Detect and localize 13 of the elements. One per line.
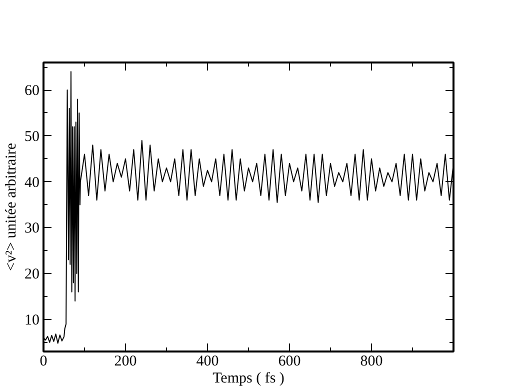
x-tick-label: 600 bbox=[278, 354, 301, 370]
y-tick-label: 30 bbox=[24, 220, 40, 237]
x-axis-title: Temps ( fs ) bbox=[212, 370, 284, 386]
y-tick-label: 50 bbox=[24, 128, 40, 145]
y-tick-label: 60 bbox=[24, 83, 40, 100]
y-tick-label: 10 bbox=[24, 312, 40, 328]
x-tick-label: 200 bbox=[114, 354, 137, 370]
y-axis-title: <v²> unitée arbitraire bbox=[4, 142, 20, 272]
x-tick-label: 0 bbox=[40, 354, 48, 370]
y-tick-label: 20 bbox=[24, 266, 40, 283]
x-tick-label: 400 bbox=[196, 354, 219, 370]
x-tick-label: 800 bbox=[360, 354, 383, 370]
y-tick-label: 40 bbox=[24, 174, 40, 191]
